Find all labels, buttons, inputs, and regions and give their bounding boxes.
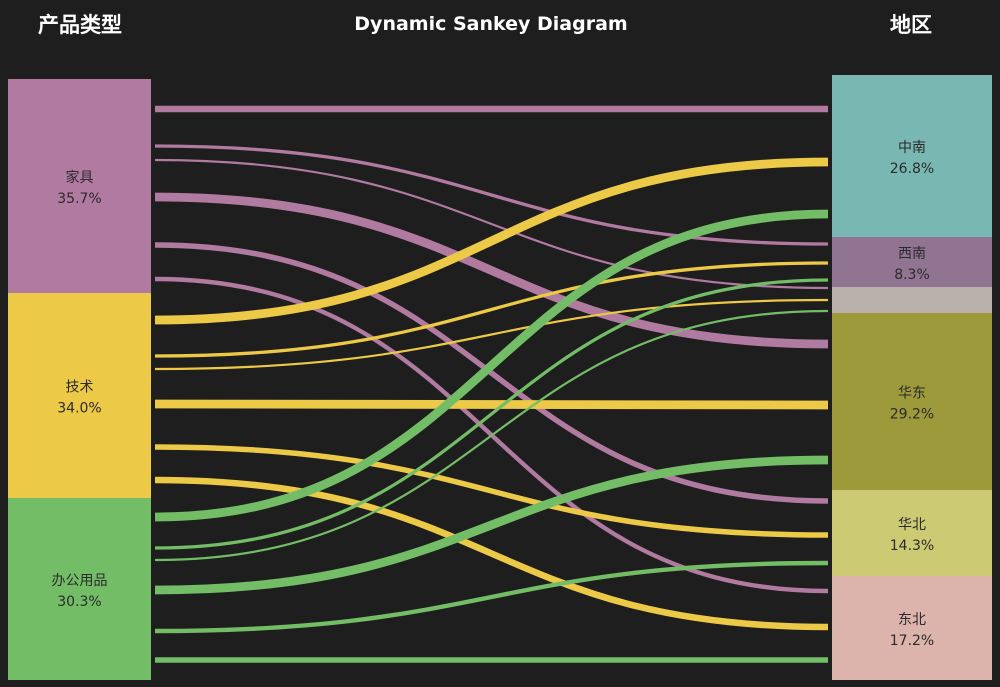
link-技术-西南 [154, 298, 829, 371]
right-axis-header: 地区 [890, 13, 932, 37]
link-办公用品-中南 [154, 209, 829, 522]
target-node-label: 西南 [898, 246, 926, 262]
source-node-家具 [8, 79, 151, 293]
source-node-label: 办公用品 [52, 573, 108, 589]
source-node-percent: 30.3% [57, 594, 101, 610]
target-node-华北 [832, 490, 992, 576]
source-node-办公用品 [8, 498, 151, 680]
sankey-links [154, 105, 829, 663]
target-node-percent: 8.3% [894, 267, 930, 283]
target-node-percent: 14.3% [890, 538, 934, 554]
target-node-华东 [832, 313, 992, 490]
link-家具-华北 [154, 242, 829, 504]
link-技术-东北 [154, 476, 829, 631]
link-技术-华东 [154, 399, 829, 410]
source-nodes: 家具 35.7% 技术 34.0% 办公用品 30.3% [8, 79, 151, 680]
link-技术-华北 [154, 444, 829, 538]
link-办公用品-华东 [154, 455, 829, 595]
chart-title: Dynamic Sankey Diagram [354, 13, 628, 35]
target-node-label: 华北 [898, 517, 926, 533]
target-node-unlabeled [832, 287, 992, 313]
link-办公用品-西南 [154, 278, 829, 550]
source-node-label: 家具 [66, 169, 94, 186]
link-家具-西南 [154, 158, 829, 290]
source-node-percent: 35.7% [57, 191, 101, 207]
target-node-label: 东北 [898, 612, 926, 628]
link-技术-中南 [154, 157, 829, 325]
left-axis-header: 产品类型 [38, 13, 122, 37]
target-nodes: 中南 26.8% 西南 8.3% 华东 29.2% 华北 14.3% 东北 17.2% [832, 75, 992, 680]
target-node-percent: 26.8% [890, 161, 934, 177]
target-node-label: 中南 [898, 140, 926, 156]
link-家具-中南 [154, 144, 829, 246]
source-node-技术 [8, 293, 151, 498]
target-node-percent: 29.2% [890, 407, 934, 423]
target-node-label: 华东 [898, 386, 926, 402]
link-家具-华东 [154, 192, 829, 349]
link-办公用品-东北 [154, 560, 829, 634]
target-node-中南 [832, 75, 992, 237]
source-node-percent: 34.0% [57, 401, 101, 417]
target-node-东北 [832, 576, 992, 680]
link-技术-西南 [154, 261, 829, 358]
target-node-西南 [832, 237, 992, 287]
target-node-percent: 17.2% [890, 633, 934, 649]
link-办公用品-西南 [154, 309, 829, 562]
source-node-label: 技术 [66, 380, 94, 396]
